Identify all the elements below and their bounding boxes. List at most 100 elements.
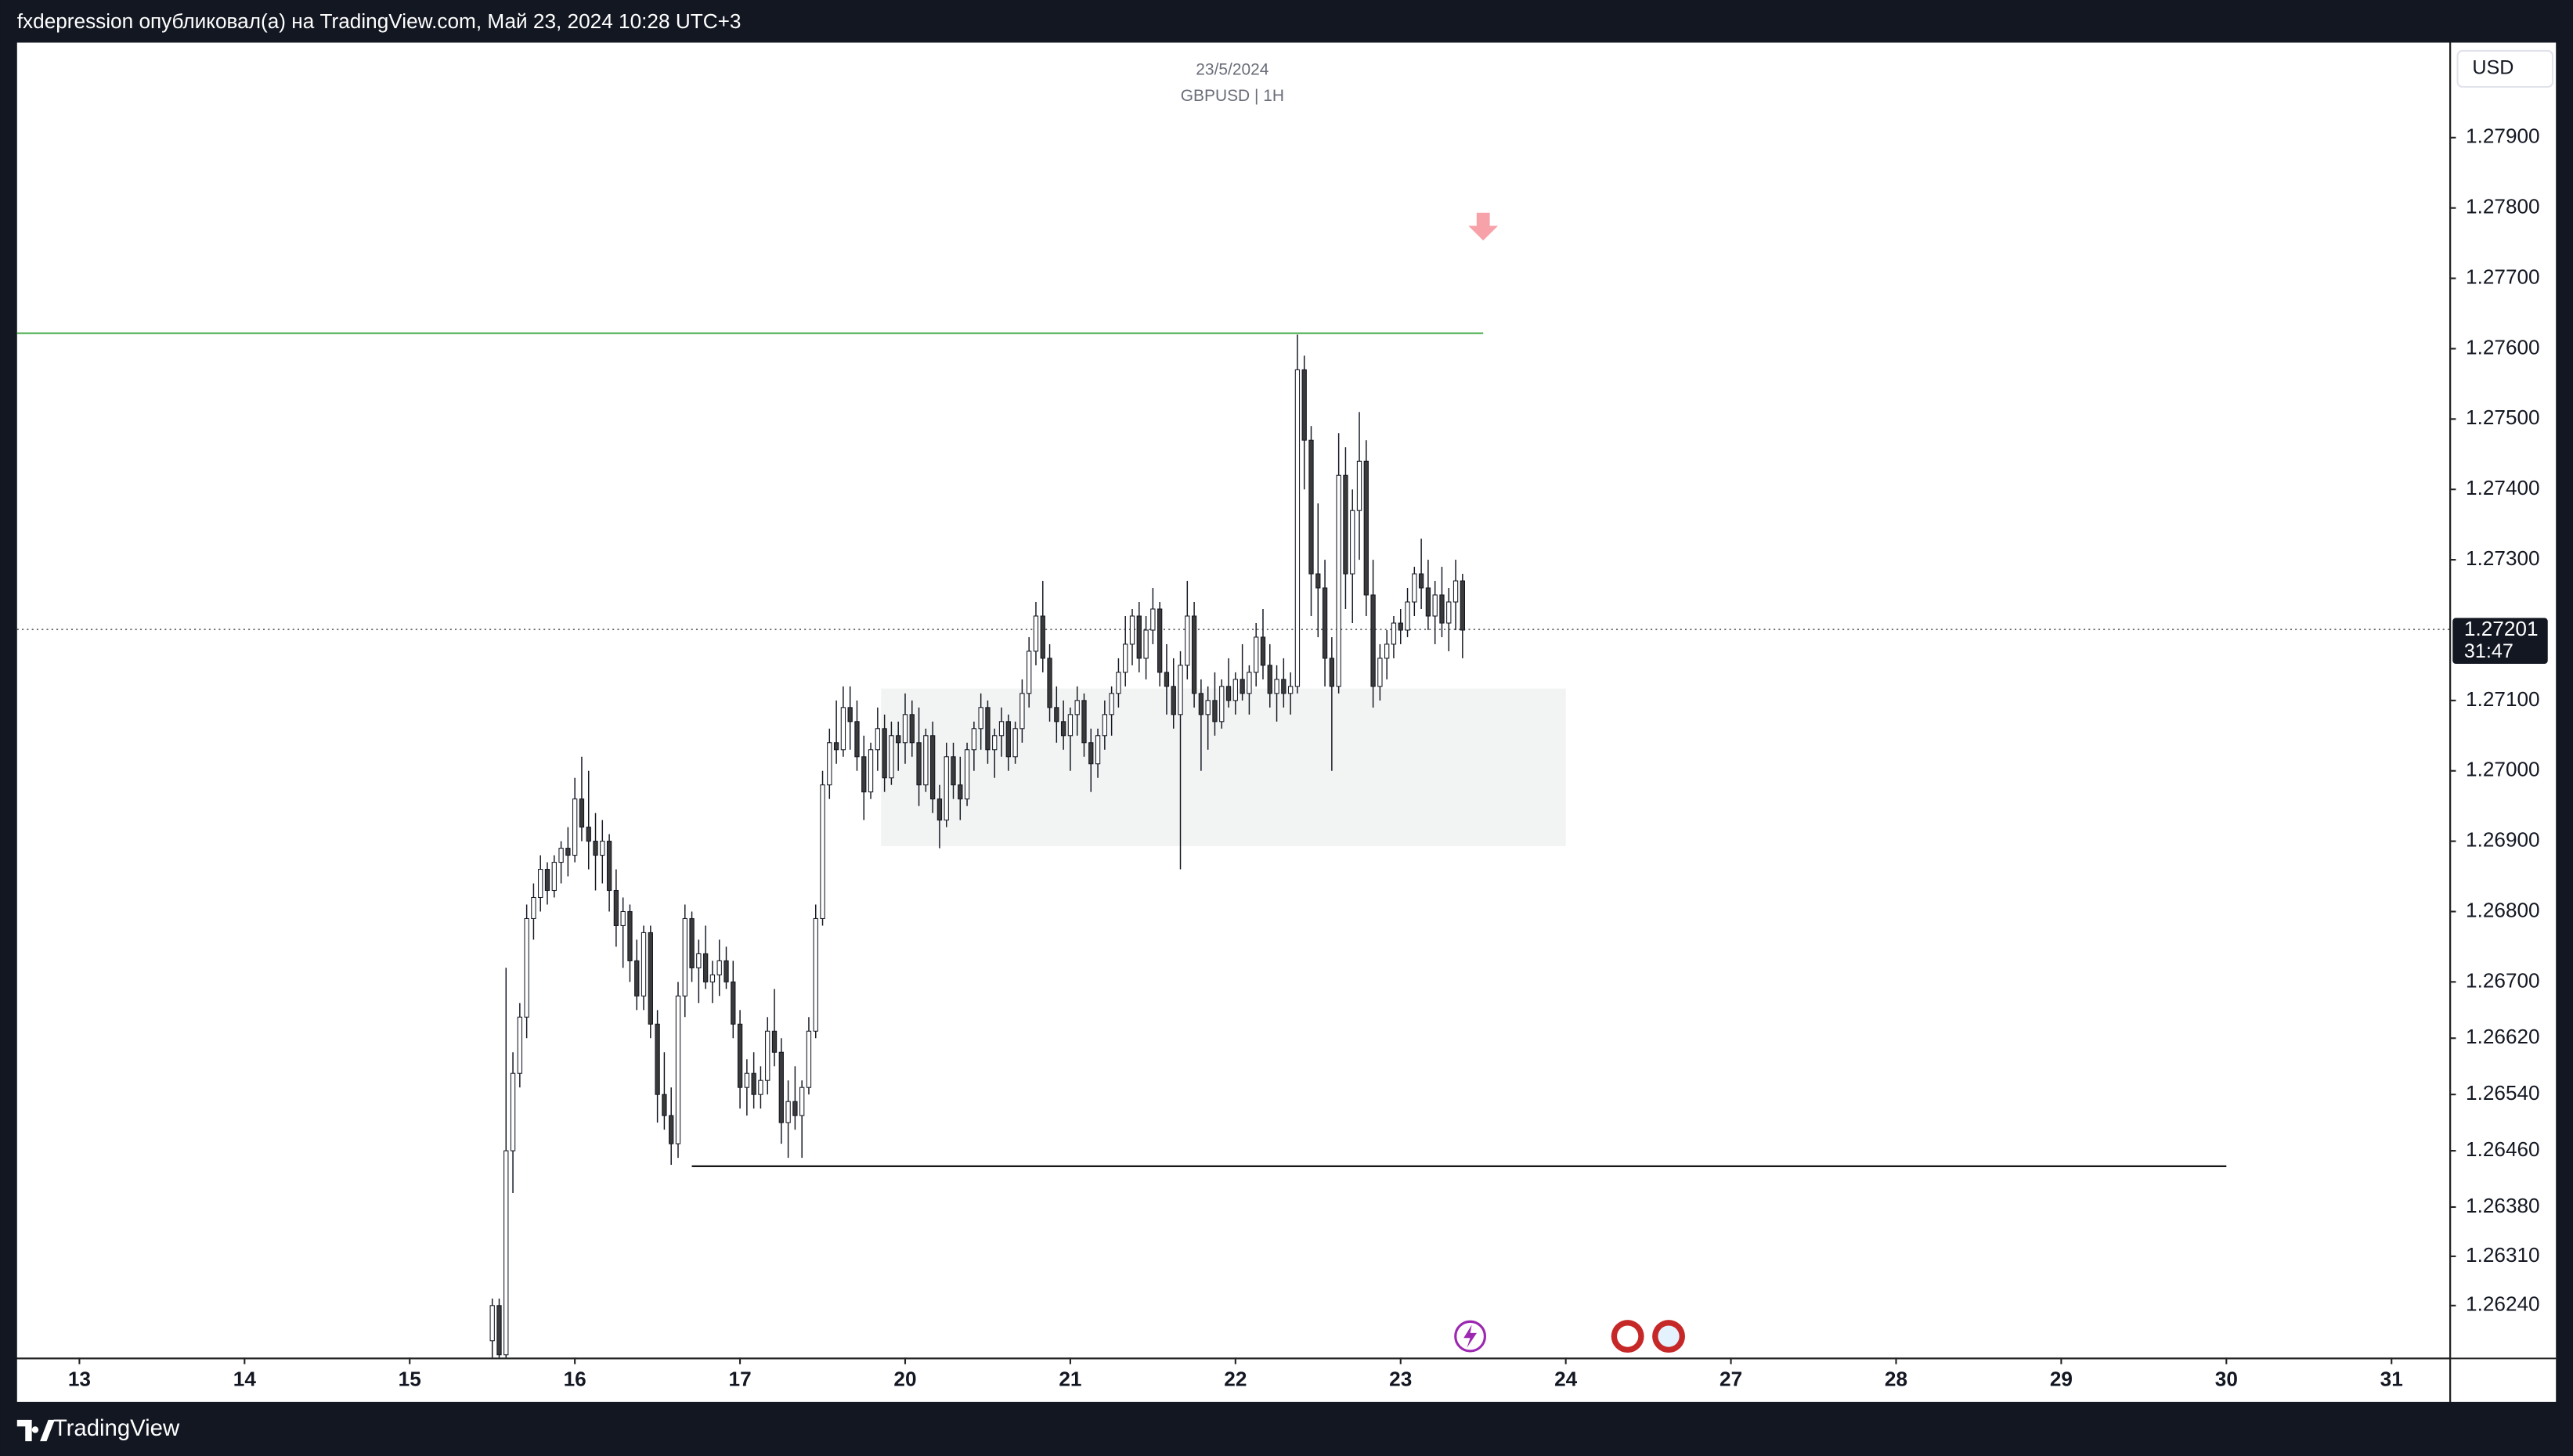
candle-body <box>1370 594 1376 687</box>
x-tick-label: 13 <box>68 1368 91 1391</box>
event-icons[interactable] <box>1454 1320 1685 1353</box>
candle-body <box>964 749 970 800</box>
x-tick-label: 23 <box>1389 1368 1412 1391</box>
candle-body <box>1254 636 1259 673</box>
candle-body <box>551 862 557 892</box>
candle-body <box>902 714 908 744</box>
candle-body <box>1178 665 1183 715</box>
candle-body <box>662 1094 667 1116</box>
candle-body <box>1287 686 1294 694</box>
candle-body <box>936 798 943 821</box>
event-icon-glyph <box>1463 1324 1477 1348</box>
candle-body <box>503 1150 509 1356</box>
candle-body <box>1143 629 1149 659</box>
candle-body <box>1432 594 1438 617</box>
candle-body <box>1281 679 1286 694</box>
candle-body <box>1060 721 1066 737</box>
candle-body <box>1260 636 1266 666</box>
candle-body <box>1081 700 1087 744</box>
candle-body <box>1067 714 1074 737</box>
y-tick-label: 1.27800 <box>2466 195 2540 218</box>
candle-body <box>771 1030 778 1053</box>
candle-body <box>737 1023 743 1088</box>
candle-body <box>985 707 991 751</box>
candle-body <box>847 707 853 723</box>
candle-body <box>1191 615 1197 694</box>
candle-body <box>951 756 956 786</box>
candle-body <box>1088 742 1094 765</box>
candle-body <box>1446 601 1452 624</box>
x-tick-label: 21 <box>1059 1368 1081 1391</box>
candle-body <box>641 932 647 996</box>
y-tick-label: 1.27700 <box>2466 265 2540 288</box>
x-tick-label: 24 <box>1554 1368 1578 1391</box>
candle-body <box>1232 679 1238 701</box>
candle-body <box>1412 573 1417 603</box>
x-tick-label: 30 <box>2215 1368 2238 1391</box>
candle-body <box>806 1030 812 1088</box>
y-tick-label: 1.26540 <box>2466 1081 2540 1105</box>
candle-body <box>944 756 949 821</box>
candle-body <box>827 742 832 786</box>
candle-body <box>538 869 543 899</box>
candle-body <box>868 749 874 793</box>
candle-body <box>1452 580 1459 603</box>
y-tick-label: 1.26900 <box>2466 828 2540 852</box>
candle-body <box>669 1115 674 1144</box>
candle-body <box>716 960 722 975</box>
y-tick-label: 1.27100 <box>2466 687 2540 711</box>
candle-body <box>544 869 550 892</box>
candle-body <box>1205 700 1211 715</box>
candle-body <box>1116 672 1121 694</box>
candle-body <box>579 798 585 828</box>
currency: USD <box>2472 57 2513 79</box>
footer: TradingView <box>16 1415 180 1441</box>
y-tick-label: 1.26310 <box>2466 1243 2540 1267</box>
candle-body <box>572 798 578 856</box>
x-tick-label: 14 <box>233 1368 257 1391</box>
candle-body <box>1460 580 1465 631</box>
candle-body <box>916 742 922 786</box>
candle-body <box>655 1023 660 1095</box>
candle-body <box>1391 622 1397 645</box>
candle-body <box>1074 700 1080 715</box>
candle-body <box>1171 686 1176 715</box>
candle-body <box>1363 460 1369 596</box>
candle-body <box>648 932 653 1025</box>
candle-body <box>820 784 825 919</box>
y-tick-label: 1.26700 <box>2466 968 2540 992</box>
x-tick-label: 31 <box>2380 1368 2403 1391</box>
x-tick-label: 17 <box>729 1368 752 1391</box>
candle-body <box>1102 714 1108 737</box>
footer-brand: TradingView <box>53 1415 180 1441</box>
candle-body <box>875 728 880 751</box>
candle-body <box>1198 693 1204 715</box>
candle-body <box>675 995 681 1144</box>
plot <box>16 212 2450 1358</box>
y-tick-label: 1.27300 <box>2466 546 2540 570</box>
x-tick-label: 28 <box>1885 1368 1907 1391</box>
last-price-box <box>2452 618 2548 665</box>
candle-body <box>813 917 818 1032</box>
currency-box[interactable] <box>2456 49 2554 88</box>
x-tick-label: 22 <box>1224 1368 1247 1391</box>
candle-body <box>1418 573 1424 589</box>
candle-body <box>634 960 640 996</box>
price-axis <box>2451 42 2557 1402</box>
y-tick-label: 1.27600 <box>2466 335 2540 359</box>
y-tick-label: 1.27900 <box>2466 124 2540 148</box>
candle-body <box>1212 700 1218 723</box>
candle-body <box>731 981 736 1025</box>
candle-body <box>489 1305 495 1342</box>
candle-body <box>1012 728 1018 758</box>
candle-body <box>1129 615 1135 645</box>
candle-body <box>998 721 1005 737</box>
candle-body <box>1095 735 1101 765</box>
x-tick-label: 20 <box>893 1368 916 1391</box>
last-price-label: 1.27201 <box>2464 617 2539 640</box>
countdown: 31:47 <box>2464 640 2513 662</box>
candle-body <box>627 910 633 961</box>
x-tick-label: 29 <box>2050 1368 2073 1391</box>
x-tick-label: 27 <box>1720 1368 1742 1391</box>
candle-body <box>1136 615 1142 659</box>
